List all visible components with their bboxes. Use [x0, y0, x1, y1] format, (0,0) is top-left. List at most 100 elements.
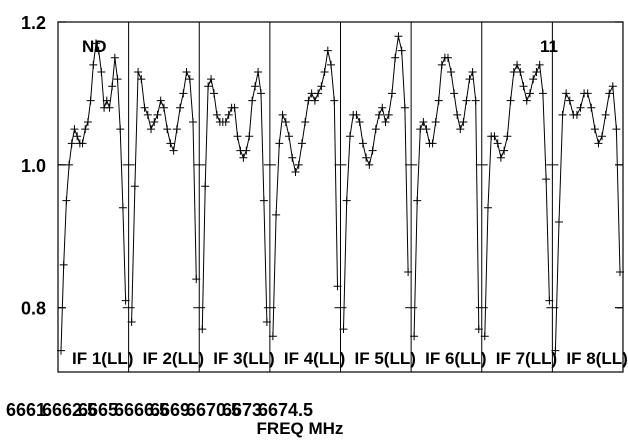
panel-label: IF 1(LL) [72, 349, 133, 368]
x-tick-label: 6673 [222, 400, 262, 420]
data-point [268, 332, 277, 341]
data-point [378, 103, 387, 112]
x-axis-label: FREQ MHz [257, 419, 344, 438]
data-point [323, 46, 332, 55]
data-point [410, 332, 419, 341]
panel-dividers [128, 22, 553, 372]
data-point [471, 96, 480, 105]
data-point [105, 103, 114, 112]
data-point [116, 125, 125, 134]
data-point [259, 196, 268, 205]
data-point [601, 110, 610, 119]
data-point [450, 89, 459, 98]
data-point [447, 68, 456, 76]
data-point [327, 60, 336, 69]
data-point [94, 46, 103, 55]
data-point [339, 325, 348, 334]
data-point [204, 82, 213, 91]
data-point [176, 103, 185, 112]
data-point [73, 132, 82, 141]
data-point [108, 82, 117, 91]
data-point [330, 96, 339, 105]
data-point [143, 110, 152, 119]
data-point [500, 146, 509, 155]
data-point [254, 68, 263, 76]
data-point [113, 75, 122, 84]
x-tick-label: 6661 [6, 400, 46, 420]
data-point [576, 103, 585, 112]
data-point [583, 89, 592, 98]
spectrum-line [60, 43, 127, 351]
y-tick-label: 0.8 [21, 299, 46, 319]
data-point [159, 103, 168, 112]
data-point [67, 139, 76, 148]
data-point [163, 125, 172, 134]
data-point [598, 132, 607, 141]
data-point [59, 260, 68, 269]
x-tick-label: 6666.5 [114, 400, 169, 420]
data-point [453, 110, 462, 119]
data-point [189, 118, 198, 126]
data-point [314, 89, 323, 98]
data-point [257, 89, 265, 98]
y-tick-label: 1.2 [21, 13, 46, 33]
data-point [102, 96, 111, 105]
panel-label: IF 5(LL) [355, 349, 416, 368]
data-point [182, 68, 191, 76]
data-point [394, 32, 403, 41]
panel-label: IF 6(LL) [425, 349, 486, 368]
spectrum-line [484, 63, 550, 337]
data-point [538, 89, 547, 98]
data-point [462, 96, 471, 105]
panel-label: IF 8(LL) [566, 349, 627, 368]
data-point [137, 75, 146, 84]
panel-label: IF 7(LL) [496, 349, 557, 368]
data-point [352, 110, 361, 119]
data-point [387, 89, 396, 98]
data-point [608, 82, 617, 91]
data-point [70, 125, 79, 134]
data-point [130, 182, 139, 191]
data-point [275, 139, 284, 148]
panel-label: IF 4(LL) [284, 349, 345, 368]
data-point [134, 68, 143, 76]
data-point [558, 110, 567, 119]
data-point [587, 103, 596, 112]
panel-labels: IF 1(LL) IF 2(LL) IF 3(LL) IF 4(LL) IF 5(LL)… [72, 349, 628, 368]
data-point [210, 89, 218, 98]
data-point [496, 153, 505, 162]
data-point [278, 110, 287, 119]
x-tick-label: 6669 [150, 400, 190, 420]
data-point [428, 139, 437, 148]
data-point [413, 196, 422, 205]
data-point [535, 60, 544, 69]
data-point [506, 96, 515, 105]
data-point [513, 60, 522, 69]
data-point [320, 68, 329, 76]
data-point [368, 146, 377, 155]
data-point [212, 110, 221, 119]
data-point [400, 103, 409, 112]
data-point [456, 125, 465, 134]
data-point [371, 125, 380, 134]
data-point [562, 89, 571, 98]
data-point [92, 39, 101, 48]
data-point [522, 96, 531, 105]
plot-frame [57, 21, 624, 373]
data-point [342, 196, 351, 205]
data-point [345, 132, 354, 141]
data-point [532, 68, 541, 76]
data-point [375, 110, 384, 119]
spectrum-series [57, 32, 624, 355]
data-point [333, 282, 342, 291]
data-point [62, 196, 71, 205]
data-point [230, 103, 239, 112]
data-point [86, 96, 95, 105]
data-point [207, 75, 216, 84]
data-point [281, 118, 290, 126]
data-point [404, 268, 413, 276]
data-point [437, 60, 446, 69]
data-point [317, 82, 326, 91]
